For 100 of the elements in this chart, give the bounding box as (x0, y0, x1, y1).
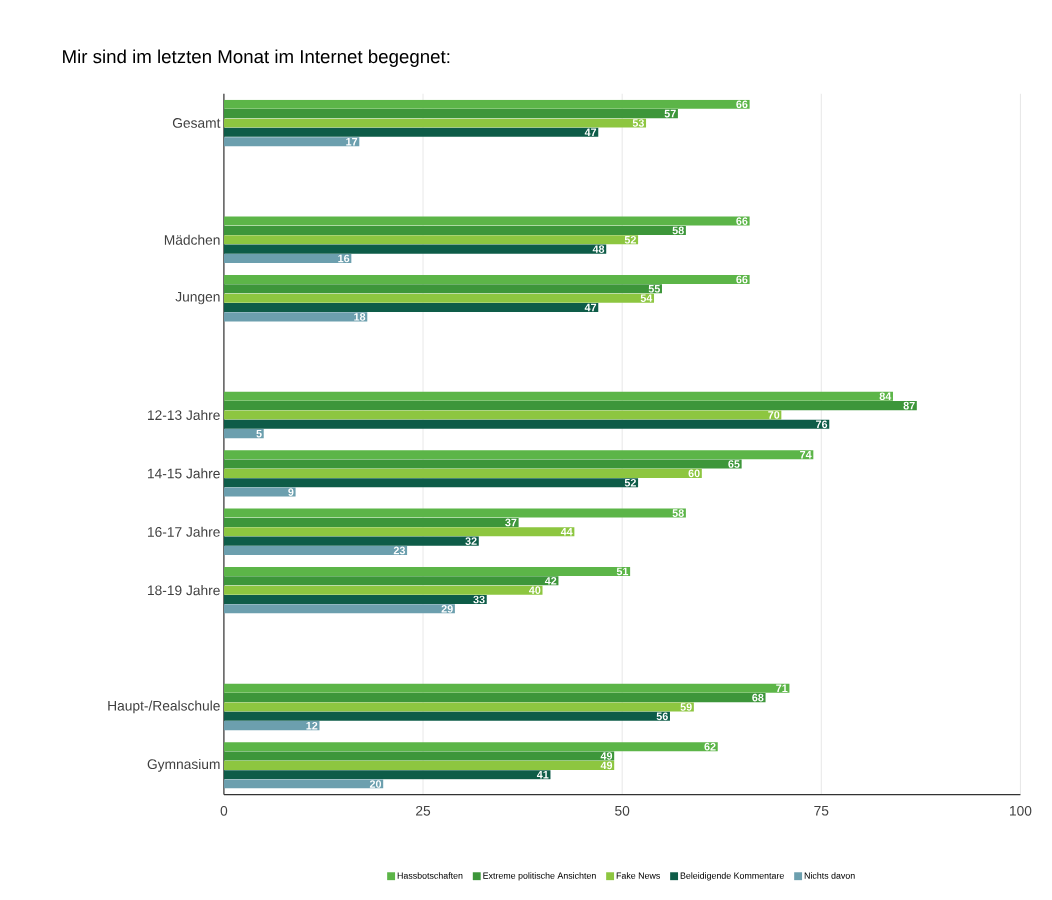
data-label: 76 (816, 420, 828, 429)
data-label: 53 (632, 119, 644, 127)
y-tick-label: Haupt-/Realschule (108, 700, 220, 714)
bar (223, 721, 320, 731)
bar (223, 401, 917, 411)
y-tick-label: 12-13 Jahre (148, 409, 220, 420)
legend-label: Extreme politische Ansichten (483, 872, 596, 881)
bar (223, 293, 655, 303)
legend-label: Hassbotschaften (397, 872, 463, 879)
y-tick-label: 14-15 Jahre (148, 468, 220, 479)
data-label: 17 (346, 137, 358, 146)
x-tick-label: 75 (814, 805, 829, 816)
bar (223, 545, 408, 555)
bar (223, 508, 686, 518)
x-tick-label: 50 (615, 805, 630, 816)
legend-label: Nichts davon (804, 872, 855, 879)
data-label: 47 (584, 303, 597, 312)
data-label: 33 (473, 595, 485, 604)
legend-label: Fake News (616, 872, 660, 879)
bar (223, 137, 360, 147)
data-label: 52 (624, 235, 636, 244)
bar (223, 109, 678, 119)
legend-label: Beleidigende Kommentare (680, 872, 784, 881)
bar (223, 99, 750, 109)
bar (223, 468, 702, 478)
bar (223, 478, 639, 488)
data-label: 65 (728, 460, 740, 468)
bar (223, 459, 742, 469)
data-label: 41 (536, 770, 549, 779)
bar (223, 235, 639, 245)
bar (223, 391, 893, 401)
bar (223, 216, 750, 226)
data-label: 51 (616, 567, 629, 576)
data-label: 59 (680, 703, 692, 711)
x-tick-label: 25 (416, 805, 431, 816)
data-label: 66 (736, 100, 748, 109)
data-label: 9 (288, 488, 294, 496)
bar (223, 566, 631, 576)
y-tick-label: Gesamt (172, 118, 221, 128)
bar (223, 770, 551, 780)
data-label: 62 (704, 742, 716, 751)
data-label: 47 (584, 128, 597, 136)
bar (223, 751, 615, 761)
data-label: 37 (505, 518, 517, 527)
bar (223, 742, 718, 752)
data-label: 87 (903, 401, 915, 410)
data-label: 55 (648, 284, 660, 293)
bar (223, 253, 352, 263)
data-label: 32 (465, 537, 477, 545)
y-tick-label: Gymnasium (147, 758, 220, 772)
data-label: 66 (736, 275, 748, 284)
bar (223, 429, 264, 439)
bar (223, 527, 575, 537)
data-label: 48 (592, 245, 605, 253)
bar (223, 410, 782, 420)
bar (223, 302, 599, 312)
bar (223, 604, 455, 614)
data-label: 40 (528, 586, 541, 594)
data-label: 16 (338, 254, 350, 263)
data-label: 12 (306, 721, 318, 730)
data-label: 5 (256, 429, 262, 438)
bar (223, 284, 662, 294)
bar (223, 576, 559, 586)
data-label: 18 (354, 312, 366, 321)
data-label: 58 (672, 509, 684, 517)
bar (223, 312, 368, 322)
data-label: 57 (664, 109, 676, 118)
bar (223, 683, 790, 693)
y-tick-label: Jungen (175, 291, 220, 305)
bar (223, 450, 814, 460)
chart-title: Mir sind im letzten Monat im Internet begegnet: (63, 49, 450, 67)
bar (223, 760, 615, 770)
data-label: 66 (736, 217, 748, 225)
data-label: 56 (656, 712, 668, 721)
data-label: 44 (560, 527, 573, 536)
data-label: 29 (441, 604, 453, 613)
bar (223, 517, 519, 527)
data-label: 52 (624, 478, 636, 487)
bar (223, 585, 543, 595)
data-label: 70 (768, 411, 780, 419)
bar (223, 127, 599, 137)
data-label: 71 (776, 684, 788, 692)
bar (223, 225, 686, 235)
bar (223, 594, 487, 604)
bar (223, 702, 694, 712)
data-label: 68 (752, 693, 764, 702)
data-label: 23 (393, 546, 406, 555)
bar (223, 711, 670, 721)
bar (223, 244, 607, 254)
bar (223, 693, 766, 703)
y-tick-label: Mädchen (164, 234, 220, 245)
bar (223, 536, 479, 546)
data-label: 49 (600, 761, 613, 770)
data-label: 60 (688, 469, 700, 478)
data-label: 49 (600, 752, 613, 760)
y-tick-label: 16-17 Jahre (148, 526, 220, 537)
bar (223, 419, 830, 429)
data-label: 74 (800, 450, 812, 459)
bar (223, 487, 296, 497)
data-label: 42 (544, 576, 557, 585)
